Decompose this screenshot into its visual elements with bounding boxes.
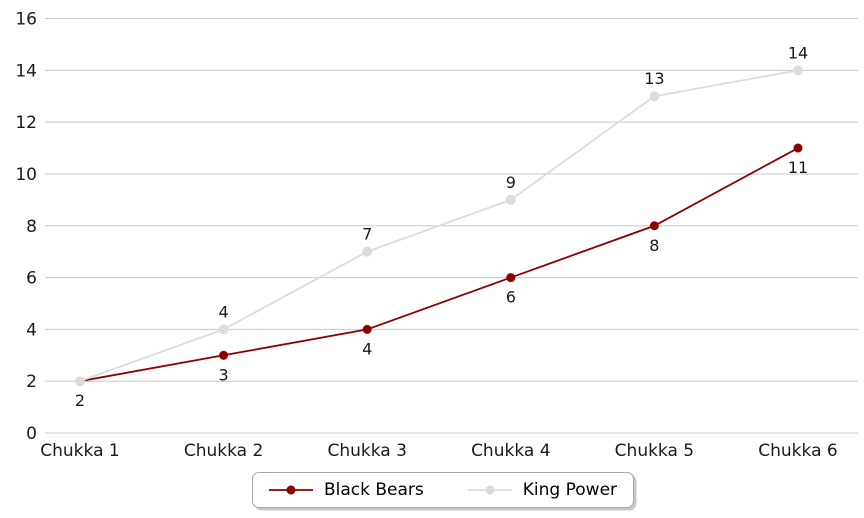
chart-legend: Black Bears King Power: [251, 472, 635, 508]
data-label: 14: [788, 43, 808, 62]
data-point-king-power: [649, 91, 660, 102]
y-tick-label: 8: [26, 217, 37, 237]
y-tick-label: 10: [15, 165, 37, 185]
data-point-king-power: [218, 324, 229, 335]
data-label: 3: [219, 365, 229, 384]
data-point-black-bears: [506, 273, 516, 283]
data-point-king-power: [362, 246, 373, 257]
data-point-black-bears: [219, 350, 229, 360]
legend-item-king-power: King Power: [467, 480, 618, 500]
data-point-black-bears: [649, 221, 659, 231]
data-point-king-power: [793, 65, 803, 76]
legend-line-sample: [467, 485, 512, 495]
y-tick-label: 4: [26, 320, 37, 340]
y-tick-label: 12: [15, 113, 37, 133]
data-point-king-power: [75, 376, 85, 387]
legend-line-sample: [268, 485, 313, 495]
y-tick-label: 14: [15, 61, 37, 81]
data-label: 2: [75, 391, 85, 410]
y-tick-label: 16: [15, 10, 37, 30]
y-tick-label: 0: [26, 424, 37, 444]
series-line-king-power: [79, 69, 799, 383]
data-label: 4: [219, 302, 229, 321]
data-label: 8: [649, 236, 659, 255]
data-point-black-bears: [362, 324, 372, 334]
data-point-king-power: [505, 194, 516, 205]
x-category-label: Chukka 1: [40, 441, 119, 461]
x-category-label: Chukka 2: [184, 441, 263, 461]
data-label: 4: [362, 339, 372, 358]
data-label: 7: [362, 225, 372, 244]
x-category-label: Chukka 3: [327, 441, 406, 461]
y-tick-label: 6: [26, 269, 37, 289]
y-tick-label: 2: [26, 372, 37, 392]
x-category-label: Chukka 5: [615, 441, 694, 461]
legend-item-black-bears: Black Bears: [268, 480, 424, 500]
legend-label: King Power: [522, 480, 618, 500]
data-label: 13: [644, 69, 664, 88]
legend-label: Black Bears: [323, 480, 424, 500]
data-point-black-bears: [793, 143, 803, 153]
data-label: 6: [506, 288, 516, 307]
data-label: 9: [506, 173, 516, 192]
series-line-black-bears: [79, 147, 799, 383]
data-label: 11: [788, 158, 808, 177]
x-category-label: Chukka 4: [471, 441, 550, 461]
x-category-label: Chukka 6: [758, 441, 837, 461]
